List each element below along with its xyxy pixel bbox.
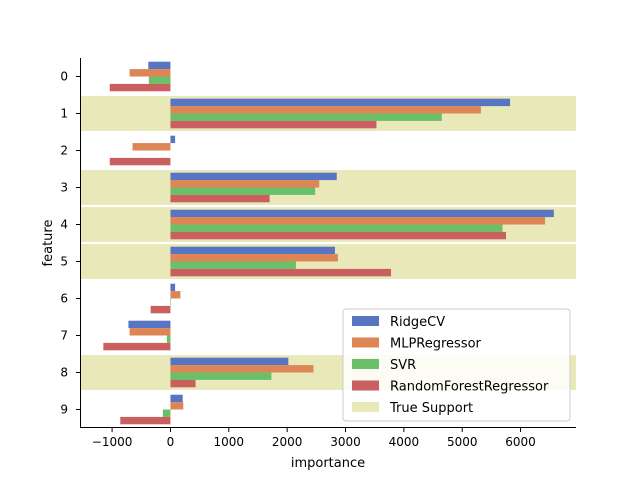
bar-MLPRegressor-feature-5 [170, 254, 338, 262]
bar-MLPRegressor-feature-4 [170, 217, 546, 225]
legend-frame [342, 308, 571, 422]
y-tick-label: 4 [60, 218, 68, 232]
y-tick-label: 7 [60, 329, 68, 343]
y-tick-label: 2 [60, 144, 68, 158]
x-tick-label: 2000 [272, 435, 303, 449]
bar-RandomForestRegressor-feature-7 [103, 342, 171, 351]
bar-RidgeCV-feature-4 [170, 209, 554, 218]
bar-SVR-feature-6 [170, 298, 172, 306]
bar-RidgeCV-feature-0 [148, 61, 171, 70]
ticks: −1000 0 1000 2000 3000 4000 5000 6000 0 1 2 3 4 5 6 7 8 9 [60, 70, 535, 450]
bar-MLPRegressor-feature-6 [170, 291, 181, 299]
bar-RandomForestRegressor-feature-6 [150, 305, 171, 314]
bar-RidgeCV-feature-8 [170, 357, 289, 366]
bar-RidgeCV-feature-6 [170, 283, 176, 292]
legend-swatch [352, 359, 379, 369]
legend-label: RandomForestRegressor [390, 380, 549, 395]
bar-SVR-feature-9 [162, 409, 171, 417]
legend-label: True Support [389, 401, 473, 416]
bar-RidgeCV-feature-1 [170, 98, 511, 107]
bar-RidgeCV-feature-5 [170, 246, 336, 255]
bar-SVR-feature-1 [170, 113, 442, 121]
bar-RidgeCV-feature-2 [170, 135, 176, 144]
axes [80, 58, 576, 428]
bar-RandomForestRegressor-feature-3 [170, 194, 270, 203]
x-tick-label: 3000 [330, 435, 361, 449]
legend-swatch [352, 316, 379, 326]
bar-RidgeCV-feature-7 [128, 320, 171, 329]
bar-SVR-feature-8 [170, 372, 272, 380]
bar-RandomForestRegressor-feature-5 [170, 268, 392, 277]
bar-SVR-feature-3 [170, 187, 316, 195]
x-tick-label: 6000 [505, 435, 536, 449]
bar-RandomForestRegressor-feature-9 [120, 416, 171, 425]
bar-RandomForestRegressor-feature-0 [109, 83, 171, 92]
legend-label: SVR [390, 358, 416, 373]
y-tick-label: 3 [60, 181, 68, 195]
y-tick-label: 1 [60, 107, 68, 121]
legend-swatch [352, 337, 379, 348]
bar-RandomForestRegressor-feature-8 [170, 379, 196, 388]
bar-SVR-feature-4 [170, 224, 503, 232]
bar-MLPRegressor-feature-0 [129, 69, 171, 77]
bar-MLPRegressor-feature-7 [129, 328, 171, 336]
y-axis-label: feature [41, 220, 56, 267]
y-tick-label: 6 [60, 292, 68, 306]
legend-label: RidgeCV [390, 315, 445, 330]
x-tick-label: 4000 [389, 435, 420, 449]
legend-swatch [352, 402, 379, 412]
x-tick-label: −1000 [92, 435, 133, 449]
y-tick-label: 5 [60, 255, 68, 269]
bar-SVR-feature-5 [170, 261, 296, 269]
bar-MLPRegressor-feature-1 [170, 106, 481, 114]
y-tick-label: 9 [60, 403, 68, 417]
y-tick-label: 0 [60, 70, 68, 84]
legend-label: MLPRegressor [390, 337, 482, 352]
bars [103, 61, 554, 425]
bar-MLPRegressor-feature-9 [170, 402, 184, 410]
bar-RandomForestRegressor-feature-1 [170, 120, 377, 129]
bar-SVR-feature-0 [148, 76, 171, 84]
bar-RidgeCV-feature-9 [170, 394, 183, 403]
legend: RidgeCV MLPRegressor SVR RandomForestRegres… [342, 308, 571, 422]
bar-RidgeCV-feature-3 [170, 172, 337, 181]
bar-RandomForestRegressor-feature-4 [170, 231, 506, 240]
bar-SVR-feature-7 [166, 335, 171, 343]
bar-MLPRegressor-feature-3 [170, 180, 320, 188]
bar-MLPRegressor-feature-8 [170, 365, 314, 373]
legend-swatch [352, 380, 379, 391]
bar-MLPRegressor-feature-2 [132, 143, 171, 151]
x-axis-label: importance [291, 456, 365, 471]
x-tick-label: 5000 [447, 435, 478, 449]
y-tick-label: 8 [60, 366, 68, 380]
x-tick-label: 0 [167, 435, 175, 449]
x-tick-label: 1000 [214, 435, 245, 449]
bar-RandomForestRegressor-feature-2 [109, 157, 171, 166]
